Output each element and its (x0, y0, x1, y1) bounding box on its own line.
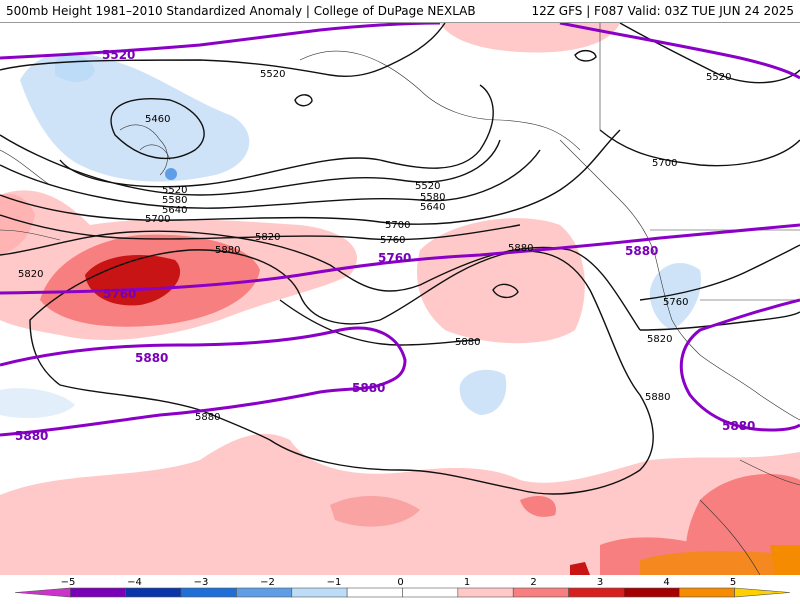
label-5640-west: 5640 (162, 205, 187, 216)
colorbar-swatch (70, 587, 127, 598)
clim-label-5880-sw: 5880 (15, 429, 48, 443)
colorbar-swatch (125, 587, 182, 598)
colorbar-tick-label: 4 (663, 577, 669, 588)
contour-5580 (0, 134, 501, 196)
label-5760-mid: 5760 (380, 235, 405, 246)
colorbar-swatch (623, 587, 680, 598)
map-title: 500mb Height 1981–2010 Standardized Anom… (6, 4, 476, 18)
positive-anomaly-shading (0, 23, 800, 575)
contour-5820-east (639, 311, 800, 331)
label-5700-east: 5700 (652, 158, 677, 169)
contour-5760-west (0, 214, 521, 241)
map-header: 500mb Height 1981–2010 Standardized Anom… (0, 0, 800, 23)
label-5460: 5460 (145, 114, 170, 125)
colorbar-tick-label: 2 (530, 577, 536, 588)
colorbar-tick-label: −3 (194, 577, 209, 588)
clim-5880-east (679, 298, 800, 432)
label-5880-west: 5880 (215, 245, 240, 256)
colorbar-swatch (14, 587, 71, 598)
colorbar-swatch (512, 587, 569, 598)
clim-label-5520: 5520 (102, 48, 135, 62)
clim-5760 (0, 223, 800, 295)
clim-5520-north (0, 23, 441, 60)
contour-5700-west (0, 129, 621, 225)
contour-5520-north (0, 23, 446, 77)
colorbar-swatch (402, 587, 459, 598)
contour-5700-east (599, 129, 800, 167)
clim-label-5760-west: 5760 (103, 287, 136, 301)
clim-label-5880-east: 5880 (722, 419, 755, 433)
label-5520-east: 5520 (706, 72, 731, 83)
label-5520-mid: 5520 (415, 181, 440, 192)
colorbar-tick-label: −2 (260, 577, 275, 588)
label-5580-mid: 5580 (420, 192, 445, 203)
label-5700-mid: 5700 (385, 220, 410, 231)
colorbar-swatch (734, 587, 791, 598)
colorbar-tick-label: −4 (127, 577, 142, 588)
contour-5880-inner (279, 299, 481, 346)
contour-5880-main (29, 249, 654, 495)
label-5640-mid: 5640 (420, 202, 445, 213)
colorbar-swatch (568, 587, 625, 598)
label-5580-west: 5580 (162, 195, 187, 206)
small-loop-pacific (492, 283, 519, 299)
colorbar-swatch (236, 587, 293, 598)
contour-5640 (0, 149, 541, 209)
colorbar-tick-label: −5 (61, 577, 76, 588)
label-5820-mid: 5820 (255, 232, 280, 243)
clim-label-5760-east: 5880 (625, 244, 658, 258)
label-5880-sw: 5880 (195, 412, 220, 423)
label-5760-east: 5760 (663, 297, 688, 308)
label-5700-west: 5700 (145, 214, 170, 225)
label-5820-west: 5820 (18, 269, 43, 280)
clim-5520-east (559, 23, 800, 80)
clim-5880-south (0, 383, 381, 437)
label-5520-west: 5520 (162, 185, 187, 196)
anomaly-map: 5520 5460 5520 5580 5640 5700 5520 5580 … (0, 23, 800, 575)
climatology-contours (0, 23, 800, 437)
small-loop-alaska (294, 94, 313, 107)
label-5820-east: 5820 (647, 334, 672, 345)
small-loop-east (574, 50, 597, 62)
label-5520-north: 5520 (260, 69, 285, 80)
contour-5520-low (59, 84, 494, 188)
colorbar-swatches (14, 587, 791, 598)
model-valid-time: 12Z GFS | F087 Valid: 03Z TUE JUN 24 202… (531, 4, 794, 18)
colorbar-swatch (180, 587, 237, 598)
clim-label-5880-mid: 5880 (352, 381, 385, 395)
colorbar-swatch (291, 587, 348, 598)
colorbar-tick-label: 1 (464, 577, 470, 588)
contour-5460 (110, 98, 205, 160)
label-5880-south: 5880 (455, 337, 480, 348)
label-5880-pacific: 5880 (508, 243, 533, 254)
colorbar-svg: −5 −4 −3 −2 −1 0 1 2 3 4 5 (14, 577, 791, 598)
anomaly-colorbar: −5 −4 −3 −2 −1 0 1 2 3 4 5 (0, 575, 800, 600)
clim-label-5760-mid: 5760 (378, 251, 411, 265)
colorbar-tick-label: 0 (397, 577, 403, 588)
clim-5880-west (0, 326, 407, 387)
label-5880-east: 5880 (645, 392, 670, 403)
clim-label-5880-west: 5880 (135, 351, 168, 365)
colorbar-swatch (678, 587, 735, 598)
colorbar-tick-label: 3 (597, 577, 603, 588)
colorbar-swatch (457, 587, 514, 598)
colorbar-swatch (346, 587, 403, 598)
height-contours (0, 23, 800, 495)
colorbar-tick-label: −1 (327, 577, 342, 588)
colorbar-tick-label: 5 (730, 577, 736, 588)
colorbar-tick-labels: −5 −4 −3 −2 −1 0 1 2 3 4 5 (61, 577, 737, 588)
contour-label-group: 5520 5460 5520 5580 5640 5700 5520 5580 … (15, 48, 755, 443)
contour-5820 (0, 230, 641, 331)
contour-5760-east (639, 244, 800, 301)
